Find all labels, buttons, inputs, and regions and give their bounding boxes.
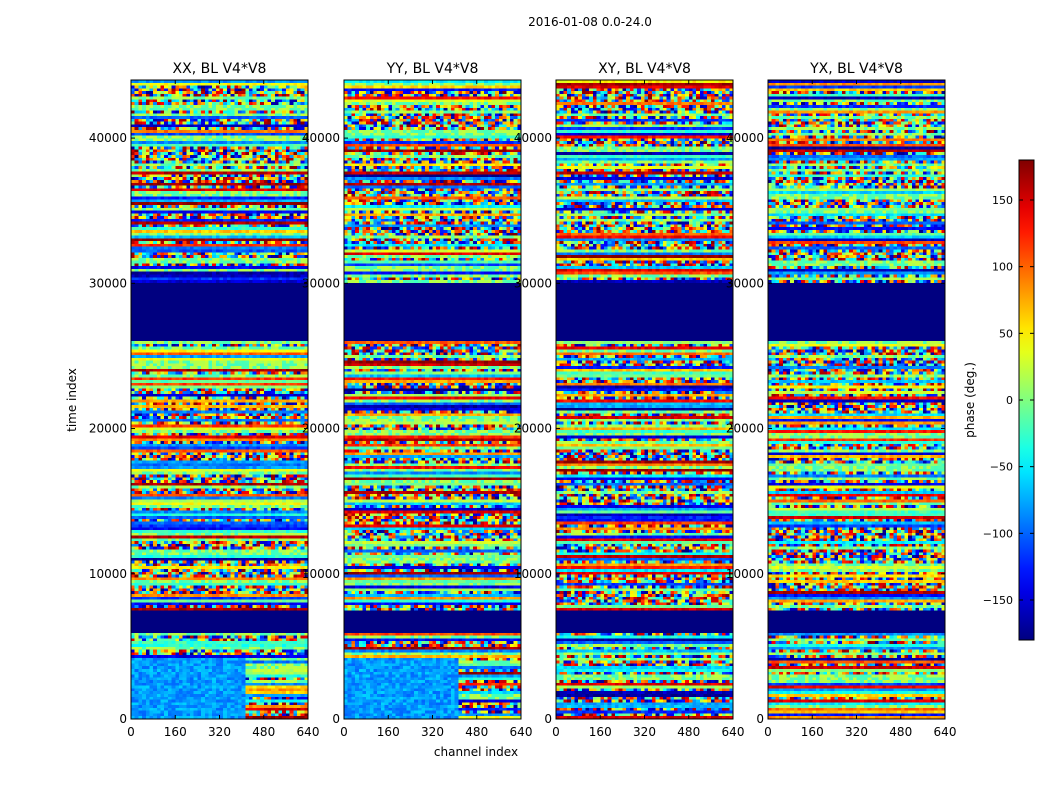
y-tick-label: 0 (332, 712, 340, 726)
x-tick-label: 0 (552, 725, 560, 739)
x-tick-label: 0 (127, 725, 135, 739)
heatmap-panels: XX, BL V4*V8 0 160 320 480 640 0 10000 20000 3000… (89, 61, 957, 739)
y-tick-label: 10000 (302, 567, 340, 581)
panel-title: XX, BL V4*V8 (173, 61, 267, 77)
heatmap-raster (131, 80, 308, 719)
panel-3: YX, BL V4*V8 0 160 320 480 640 0 10000 20000 3000… (726, 61, 957, 739)
x-axis-label: channel index (434, 745, 518, 759)
y-tick-label: 10000 (89, 567, 127, 581)
y-axis-label: time index (65, 368, 79, 432)
x-tick-label: 320 (421, 725, 444, 739)
y-tick-label: 20000 (302, 422, 340, 436)
x-tick-label: 320 (633, 725, 656, 739)
y-tick-label: 0 (119, 712, 127, 726)
x-tick-label: 640 (934, 725, 957, 739)
panel-0: XX, BL V4*V8 0 160 320 480 640 0 10000 20000 3000… (89, 61, 320, 739)
y-tick-label: 30000 (302, 276, 340, 290)
heatmap-raster (344, 80, 521, 719)
panel-2: XY, BL V4*V8 0 160 320 480 640 0 10000 20000 3000… (514, 61, 745, 739)
x-tick-label: 480 (677, 725, 700, 739)
panel-title: XY, BL V4*V8 (598, 61, 691, 77)
colorbar-tick-label: −50 (990, 461, 1013, 474)
colorbar-tick-label: −150 (983, 594, 1013, 607)
x-tick-label: 160 (164, 725, 187, 739)
x-tick-label: 640 (510, 725, 533, 739)
x-tick-label: 320 (208, 725, 231, 739)
y-tick-label: 0 (756, 712, 764, 726)
heatmap-raster (556, 80, 733, 719)
colorbar-tick-label: 150 (992, 194, 1013, 207)
figure-suptitle: 2016-01-08 0.0-24.0 (528, 15, 652, 29)
y-tick-label: 40000 (726, 131, 764, 145)
panel-title: YX, BL V4*V8 (809, 61, 903, 77)
x-tick-label: 640 (722, 725, 745, 739)
x-tick-label: 0 (764, 725, 772, 739)
y-tick-label: 10000 (726, 567, 764, 581)
y-tick-label: 30000 (726, 276, 764, 290)
colorbar-tick-label: 100 (992, 261, 1013, 274)
y-tick-label: 20000 (89, 422, 127, 436)
y-tick-label: 40000 (302, 131, 340, 145)
x-tick-label: 640 (297, 725, 320, 739)
x-tick-label: 160 (801, 725, 824, 739)
colorbar-label: phase (deg.) (963, 362, 977, 438)
x-tick-label: 160 (377, 725, 400, 739)
x-tick-label: 320 (845, 725, 868, 739)
x-tick-label: 480 (465, 725, 488, 739)
colorbar-tick-label: 0 (1006, 394, 1013, 407)
panel-title: YY, BL V4*V8 (386, 61, 479, 77)
x-tick-label: 0 (340, 725, 348, 739)
y-tick-label: 20000 (514, 422, 552, 436)
y-tick-label: 10000 (514, 567, 552, 581)
colorbar-tick-label: −100 (983, 527, 1013, 540)
y-tick-label: 30000 (514, 276, 552, 290)
x-tick-label: 480 (252, 725, 275, 739)
x-tick-label: 480 (889, 725, 912, 739)
heatmap-raster (768, 80, 945, 719)
y-tick-label: 20000 (726, 422, 764, 436)
colorbar: −150 −100 −50 0 50 100 150 phase (deg.) (963, 159, 1035, 641)
y-tick-label: 40000 (89, 131, 127, 145)
y-tick-label: 40000 (514, 131, 552, 145)
y-tick-label: 30000 (89, 276, 127, 290)
y-tick-label: 0 (544, 712, 552, 726)
x-tick-label: 160 (589, 725, 612, 739)
panel-1: YY, BL V4*V8 0 160 320 480 640 0 10000 20000 3000… (302, 61, 533, 739)
colorbar-tick-label: 50 (999, 327, 1013, 340)
